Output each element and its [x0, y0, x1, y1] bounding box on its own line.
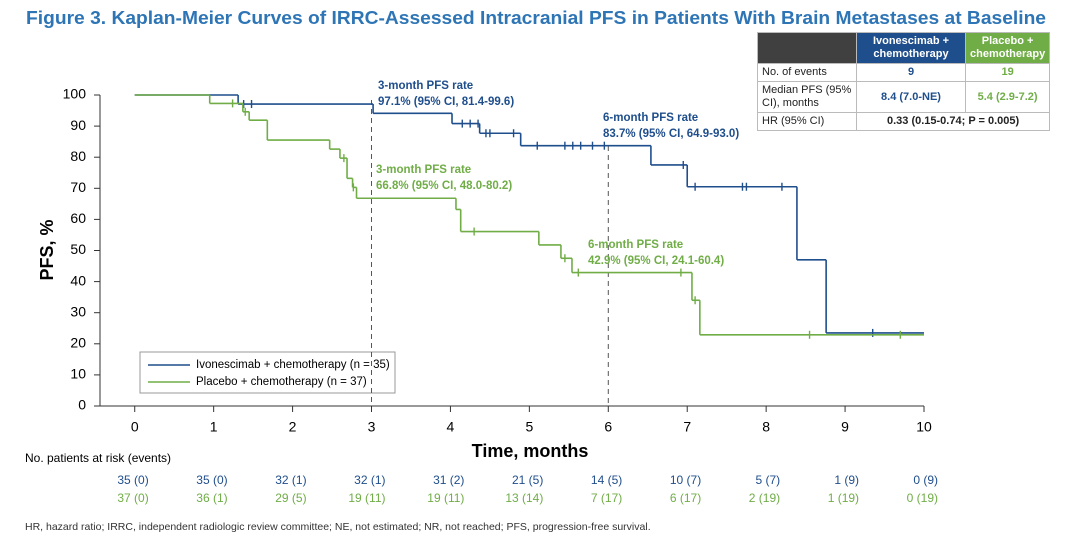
table-header: Ivonescimab + chemotherapy Placebo + che…	[757, 32, 1051, 64]
annotation: 6-month PFS rate	[588, 239, 683, 251]
risk-count: 14 (5)	[591, 473, 622, 487]
y-tick-label: 80	[70, 148, 86, 164]
row-label: No. of events	[757, 63, 857, 82]
x-tick-label: 7	[683, 419, 691, 435]
risk-count: 0 (9)	[913, 473, 938, 487]
x-tick-label: 1	[210, 419, 218, 435]
y-tick-label: 30	[70, 303, 86, 319]
risk-count: 1 (9)	[834, 473, 859, 487]
cell: 9	[856, 63, 966, 82]
risk-count: 29 (5)	[275, 491, 306, 505]
header-cell: Placebo + chemotherapy	[964, 32, 1051, 64]
legend-label: Placebo + chemotherapy (n = 37)	[196, 376, 367, 388]
annotation: 6-month PFS rate	[603, 112, 698, 124]
x-tick-label: 4	[447, 419, 455, 435]
summary-table: Ivonescimab + chemotherapy Placebo + che…	[757, 32, 1051, 131]
risk-count: 35 (0)	[117, 473, 148, 487]
risk-count: 7 (17)	[591, 491, 622, 505]
x-tick-label: 8	[762, 419, 770, 435]
risk-count: 32 (1)	[275, 473, 306, 487]
table-row: No. of events 9 19	[757, 63, 1051, 82]
footnote: HR, hazard ratio; IRRC, independent radi…	[25, 521, 651, 533]
risk-count: 32 (1)	[354, 473, 385, 487]
risk-count: 21 (5)	[512, 473, 543, 487]
annotation: 66.8% (95% CI, 48.0-80.2)	[376, 180, 512, 192]
y-tick-label: 20	[70, 335, 86, 351]
header-cell: Ivonescimab + chemotherapy	[856, 32, 966, 64]
annotation: 42.9% (95% CI, 24.1-60.4)	[588, 255, 724, 267]
cell: 8.4 (7.0-NE)	[856, 81, 966, 113]
annotation: 83.7% (95% CI, 64.9-93.0)	[603, 128, 739, 140]
x-tick-label: 3	[368, 419, 376, 435]
y-tick-label: 60	[70, 210, 86, 226]
y-tick-label: 40	[70, 272, 86, 288]
annotation: 3-month PFS rate	[378, 80, 473, 92]
risk-count: 35 (0)	[196, 473, 227, 487]
risk-table-title: No. patients at risk (events)	[25, 451, 171, 465]
table-row: Median PFS (95% CI), months 8.4 (7.0-NE)…	[757, 81, 1051, 113]
risk-count: 1 (19)	[828, 491, 859, 505]
annotation: 3-month PFS rate	[376, 164, 471, 176]
y-tick-label: 0	[78, 397, 86, 413]
risk-count: 19 (11)	[348, 491, 385, 505]
legend-box	[139, 351, 396, 394]
risk-count: 13 (14)	[505, 491, 543, 505]
y-tick-label: 90	[70, 117, 86, 133]
y-tick-label: 50	[70, 241, 86, 257]
table-row: HR (95% CI) 0.33 (0.15-0.74; P = 0.005)	[757, 112, 1051, 131]
x-tick-label: 9	[841, 419, 849, 435]
risk-count: 19 (11)	[427, 491, 464, 505]
row-label: Median PFS (95% CI), months	[757, 81, 857, 113]
x-tick-label: 5	[525, 419, 533, 435]
risk-count: 31 (2)	[433, 473, 464, 487]
x-axis-label: Time, months	[472, 441, 589, 461]
y-axis-label: PFS, %	[37, 219, 57, 280]
annotation: 97.1% (95% CI, 81.4-99.6)	[378, 96, 514, 108]
x-tick-label: 2	[289, 419, 297, 435]
header-blank	[757, 32, 857, 64]
y-tick-label: 70	[70, 179, 86, 195]
cell: 0.33 (0.15-0.74; P = 0.005)	[855, 112, 1051, 131]
y-tick-label: 10	[70, 366, 86, 382]
risk-count: 5 (7)	[755, 473, 780, 487]
cell: 19	[964, 63, 1051, 82]
x-tick-label: 0	[131, 419, 139, 435]
cell: 5.4 (2.9-7.2)	[964, 81, 1051, 113]
chart-title: Figure 3. Kaplan-Meier Curves of IRRC-As…	[26, 8, 1046, 28]
risk-count: 6 (17)	[670, 491, 701, 505]
x-tick-label: 10	[916, 419, 932, 435]
y-tick-label: 100	[63, 86, 87, 102]
legend-label: Ivonescimab + chemotherapy (n = 35)	[196, 359, 390, 371]
risk-count: 10 (7)	[670, 473, 701, 487]
x-tick-label: 6	[604, 419, 612, 435]
risk-count: 0 (19)	[907, 491, 938, 505]
risk-count: 37 (0)	[117, 491, 148, 505]
risk-count: 2 (19)	[749, 491, 780, 505]
risk-count: 36 (1)	[196, 491, 227, 505]
row-label: HR (95% CI)	[757, 112, 857, 131]
